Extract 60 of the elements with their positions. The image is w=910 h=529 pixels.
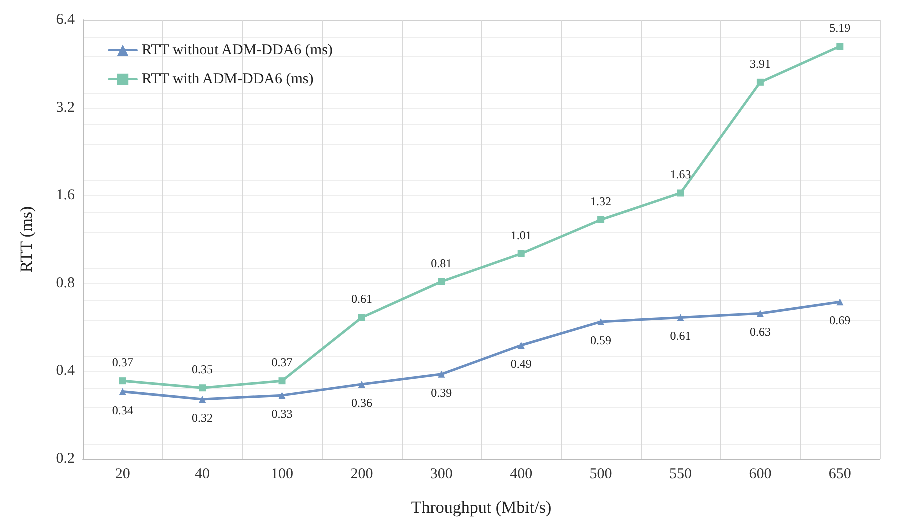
point (677, 190, 684, 197)
x-tick-label: 40 (195, 466, 210, 482)
legend-label: RTT with ADM-DDA6 (ms) (142, 72, 314, 88)
y-tick-label: 0.8 (56, 275, 75, 292)
point (677, 314, 684, 322)
point (756, 78, 764, 86)
data-label: 3.91 (750, 56, 771, 71)
data-label: 0.36 (351, 396, 372, 410)
point (438, 278, 446, 286)
data-label: 0.33 (272, 407, 293, 422)
data-label: 0.61 (351, 292, 372, 306)
point (119, 388, 126, 396)
y-tick-label: 3.2 (56, 100, 75, 116)
data-label: 1.32 (590, 194, 612, 208)
data-label: 5.19 (830, 21, 851, 36)
point (278, 392, 286, 400)
legend-label: RTT without ADM-DDA6 (ms) (142, 42, 333, 58)
x-tick-label: 20 (115, 466, 130, 482)
point (756, 310, 764, 318)
x-tick-label: 550 (670, 466, 692, 482)
point (836, 298, 844, 306)
data-label: 0.69 (830, 314, 851, 328)
x-tick-label: 650 (828, 466, 852, 482)
x-tick-label: 100 (271, 466, 294, 482)
point (518, 250, 525, 258)
point (598, 318, 605, 326)
point (278, 378, 286, 385)
data-label: 0.49 (510, 356, 532, 371)
point (119, 378, 126, 385)
x-tick-label: 300 (430, 466, 453, 482)
point (598, 216, 605, 224)
x-tick-label: 500 (590, 466, 612, 482)
x-axis-title: Throughput (Mbit/s) (411, 498, 552, 517)
data-label: 0.39 (431, 386, 452, 400)
data-label: 0.37 (112, 356, 134, 370)
y-tick-label: 6.4 (56, 12, 76, 28)
y-axis-title: RTT (ms) (17, 206, 36, 273)
data-label: 0.63 (750, 325, 771, 340)
point (438, 370, 446, 378)
data-label: 0.59 (590, 333, 612, 348)
point (518, 342, 525, 349)
x-tick-label: 400 (510, 466, 533, 482)
data-label: 0.35 (192, 362, 214, 377)
y-tick-label: 0.2 (56, 451, 75, 467)
y-tick-label: 1.6 (56, 188, 76, 204)
point (199, 384, 206, 392)
y-tick-label: 0.4 (56, 363, 76, 380)
point (358, 381, 366, 388)
data-label: 1.63 (670, 168, 692, 182)
point (199, 396, 206, 403)
x-tick-label: 200 (350, 466, 374, 482)
data-label: 1.01 (510, 228, 532, 242)
point (836, 43, 844, 50)
data-label: 0.37 (272, 356, 293, 370)
data-label: 0.32 (192, 410, 214, 425)
data-label: 0.34 (112, 403, 134, 418)
x-tick-label: 600 (749, 466, 772, 482)
data-label: 0.61 (670, 329, 692, 344)
point (358, 314, 366, 322)
data-label: 0.81 (431, 256, 452, 270)
